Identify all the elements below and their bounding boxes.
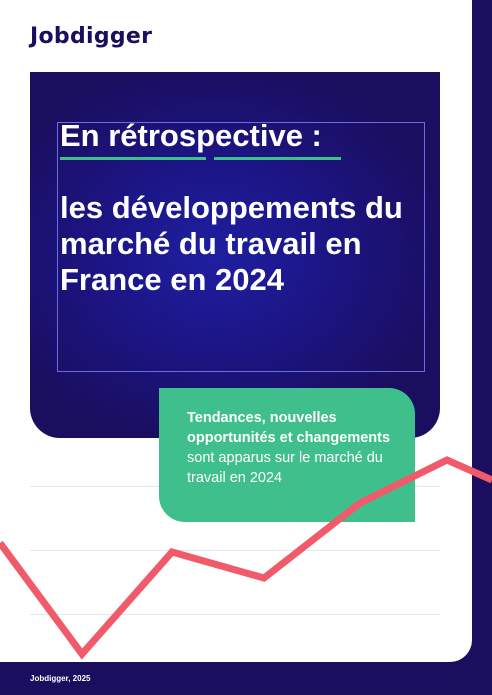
title-frame (57, 122, 425, 372)
callout-text: Tendances, nouvelles opportunités et cha… (187, 408, 397, 488)
title-underline-1 (60, 157, 206, 160)
grid-line (30, 550, 440, 551)
footer-credit: Jobdigger, 2025 (30, 674, 91, 683)
grid-line (30, 614, 440, 615)
page-title: En rétrospective : les développements du… (60, 118, 440, 298)
title-line-1: En rétrospective : (60, 118, 322, 153)
callout-regular: sont apparus sur le marché du travail en… (187, 450, 383, 486)
hero-panel (30, 72, 440, 438)
title-underline-2 (214, 157, 341, 160)
title-line-2: les développements du marché du travail … (60, 190, 403, 297)
jobdigger-logo: Jobdigger (30, 24, 153, 49)
callout-bold: Tendances, nouvelles opportunités et cha… (187, 410, 391, 446)
